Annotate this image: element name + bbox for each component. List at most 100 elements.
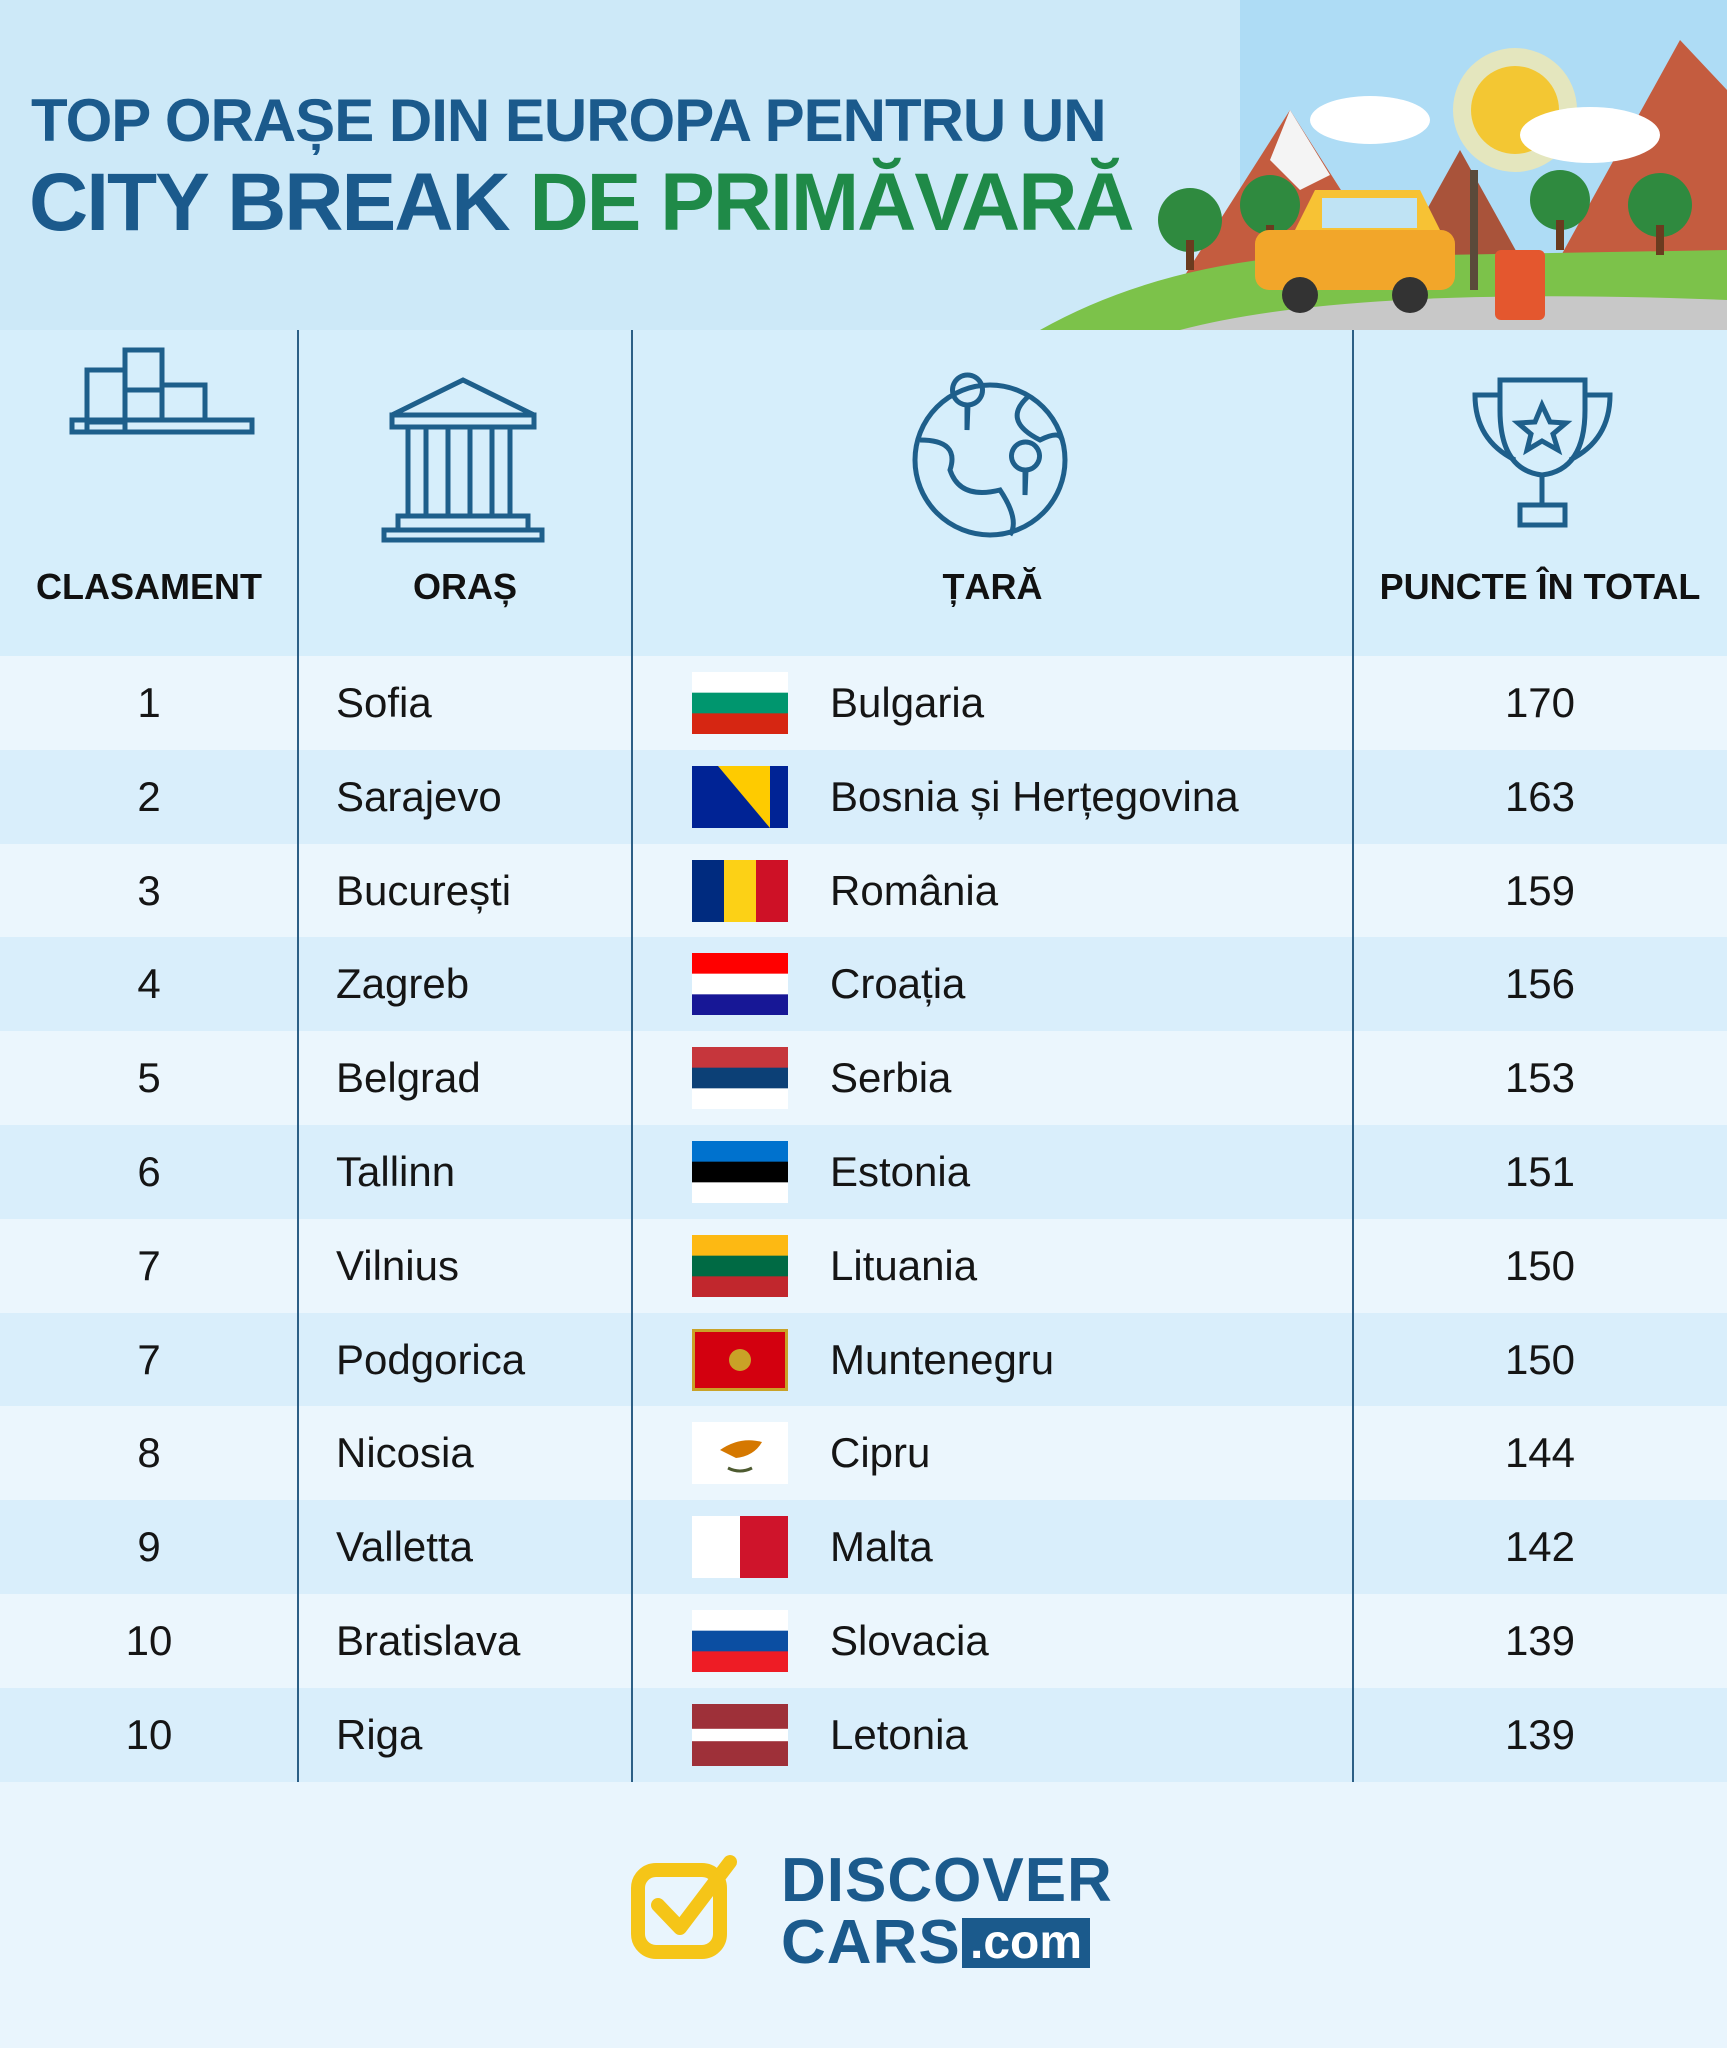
rank-cell: 8 — [137, 1429, 161, 1477]
flag-part — [692, 1753, 788, 1766]
flag-part — [720, 1440, 762, 1459]
flag — [692, 1422, 788, 1485]
flag-part — [692, 1047, 788, 1069]
table-header — [0, 330, 1727, 656]
rank-cell: 6 — [137, 1148, 161, 1195]
table-row: 5 Belgrad Serbia 153 — [0, 1031, 1727, 1126]
flag-part — [692, 1234, 788, 1256]
table-row: 10 Riga Letonia 139 — [0, 1687, 1727, 1782]
flag-part — [756, 859, 788, 922]
header-art — [0, 0, 1727, 330]
rank-cell: 10 — [125, 1710, 173, 1758]
points-cell: 139 — [1504, 1617, 1576, 1664]
rank-cell: 4 — [137, 960, 161, 1008]
flag-part — [692, 692, 788, 714]
flag-part — [692, 713, 788, 734]
city-cell: Sarajevo — [336, 772, 502, 820]
flag-part — [692, 1728, 788, 1742]
flag-part — [692, 1161, 788, 1183]
flag-part — [692, 1255, 788, 1277]
table-row: 7 Vilnius Lituania 150 — [0, 1218, 1727, 1313]
city-cell: Belgrad — [336, 1054, 481, 1102]
points-cell: 170 — [1504, 679, 1576, 726]
points-cell: 150 — [1504, 1241, 1576, 1289]
title-line1: TOP ORAȘE DIN EUROPA PENTRU UN — [31, 87, 1107, 154]
column-header: PUNCTE ÎN TOTAL — [1379, 566, 1701, 607]
flag-part — [692, 1651, 788, 1672]
table-row: 2 Sarajevo Bosnia și Herțegovina 163 — [0, 749, 1727, 844]
city-cell: Valletta — [336, 1523, 473, 1571]
rank-cell: 7 — [137, 1335, 161, 1383]
points-cell: 159 — [1504, 866, 1576, 914]
flag-part — [692, 1276, 788, 1297]
rank-cell: 10 — [125, 1617, 173, 1664]
points-cell: 150 — [1504, 1335, 1576, 1383]
flag — [692, 953, 788, 1016]
rank-cell: 1 — [137, 679, 161, 726]
column-header: ȚARĂ — [942, 566, 1043, 607]
flag — [692, 1234, 788, 1297]
table-row: 1 Sofia Bulgaria 170 — [0, 656, 1727, 750]
table-row: 9 Valletta Malta 142 — [0, 1500, 1727, 1595]
logo-icon — [631, 1855, 737, 1959]
logo-line1: DISCOVER — [781, 1846, 1113, 1915]
city-cell: Bratislava — [336, 1617, 521, 1664]
points-cell: 139 — [1504, 1710, 1576, 1758]
city-cell: București — [336, 866, 512, 914]
title-highlight: DE PRIMĂVARĂ — [529, 157, 1134, 248]
city-cell: Podgorica — [336, 1335, 526, 1383]
country-cell: Slovacia — [830, 1617, 989, 1664]
flag-part — [724, 859, 757, 922]
points-cell: 144 — [1504, 1429, 1576, 1477]
table-row: 6 Tallinn Estonia 151 — [0, 1125, 1727, 1219]
flag-part — [692, 1610, 788, 1632]
flag — [692, 765, 788, 828]
flag-part — [718, 765, 770, 828]
city-cell: Sofia — [336, 679, 432, 726]
rank-cell: 3 — [137, 866, 161, 914]
country-cell: Estonia — [830, 1148, 971, 1195]
country-cell: Serbia — [830, 1054, 952, 1102]
flag — [692, 1141, 788, 1203]
rank-cell: 5 — [137, 1054, 161, 1102]
table-row: 10 Bratislava Slovacia 139 — [0, 1594, 1727, 1688]
flag — [692, 1516, 788, 1579]
table-row: 4 Zagreb Croația 156 — [0, 937, 1727, 1032]
rank-cell: 2 — [137, 772, 161, 820]
points-cell: 163 — [1504, 772, 1576, 820]
country-cell: Croația — [830, 960, 966, 1008]
column-divider — [297, 330, 299, 1782]
country-cell: Cipru — [830, 1429, 931, 1477]
flag-part — [729, 1348, 751, 1371]
title-part: CITY BREAK — [29, 157, 511, 248]
table-row: 3 București România 159 — [0, 843, 1727, 938]
city-cell: Nicosia — [336, 1429, 474, 1477]
points-cell: 153 — [1504, 1054, 1576, 1102]
flag-part — [692, 1716, 788, 1730]
flag-part — [727, 1467, 753, 1473]
title-line2: CITY BREAK DE PRIMĂVARĂ — [29, 156, 1135, 250]
country-cell: Bosnia și Herțegovina — [830, 772, 1239, 820]
flag-part — [692, 1630, 788, 1652]
city-cell: Vilnius — [336, 1241, 459, 1289]
country-cell: Muntenegru — [830, 1335, 1055, 1383]
flag-part — [692, 994, 788, 1016]
logo-line2: CARS — [781, 1908, 961, 1977]
flag-part — [692, 974, 788, 996]
column-divider — [631, 330, 633, 1782]
city-cell: Zagreb — [336, 960, 470, 1008]
table-row: 8 Nicosia Cipru 144 — [0, 1406, 1727, 1501]
flag — [692, 1610, 788, 1672]
flag-part — [740, 1516, 788, 1579]
points-cell: 151 — [1504, 1148, 1576, 1195]
country-cell: Bulgaria — [830, 679, 985, 726]
header-icons — [69, 347, 1613, 543]
column-header: CLASAMENT — [36, 566, 262, 607]
flag-part — [692, 1088, 788, 1110]
table-row: 7 Podgorica Muntenegru 150 — [0, 1312, 1727, 1407]
flag — [692, 859, 788, 922]
flag-part — [692, 1703, 788, 1717]
flag-part — [692, 859, 725, 922]
flag-part — [692, 1141, 788, 1163]
city-cell: Tallinn — [336, 1148, 456, 1195]
